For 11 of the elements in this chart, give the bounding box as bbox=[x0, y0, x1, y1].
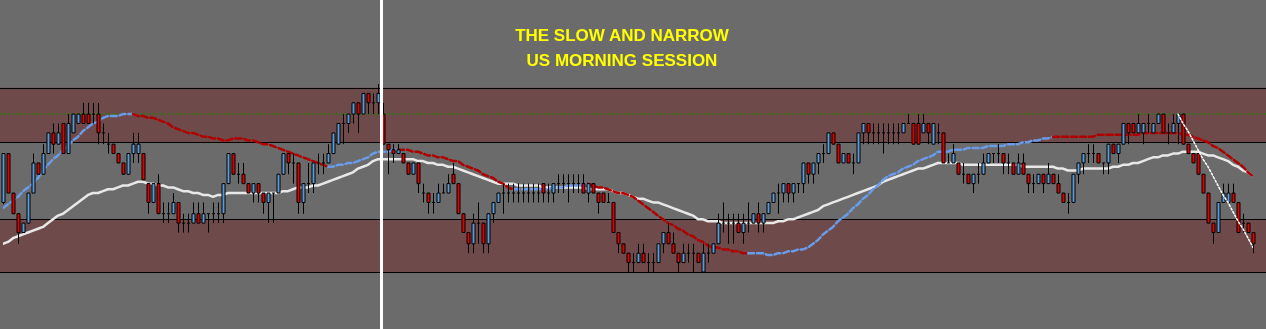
candlestick bbox=[561, 173, 566, 194]
candlestick bbox=[511, 183, 516, 203]
candlestick bbox=[571, 173, 576, 194]
chart-subtitle: US MORNING SESSION bbox=[525, 51, 719, 71]
chart-title: THE SLOW AND NARROW bbox=[514, 26, 730, 46]
candlestick bbox=[531, 183, 536, 203]
candlestick bbox=[566, 173, 571, 203]
candlestick bbox=[521, 183, 526, 203]
candlestick bbox=[526, 183, 531, 203]
candlestick bbox=[516, 183, 521, 203]
candlestick bbox=[506, 183, 511, 203]
